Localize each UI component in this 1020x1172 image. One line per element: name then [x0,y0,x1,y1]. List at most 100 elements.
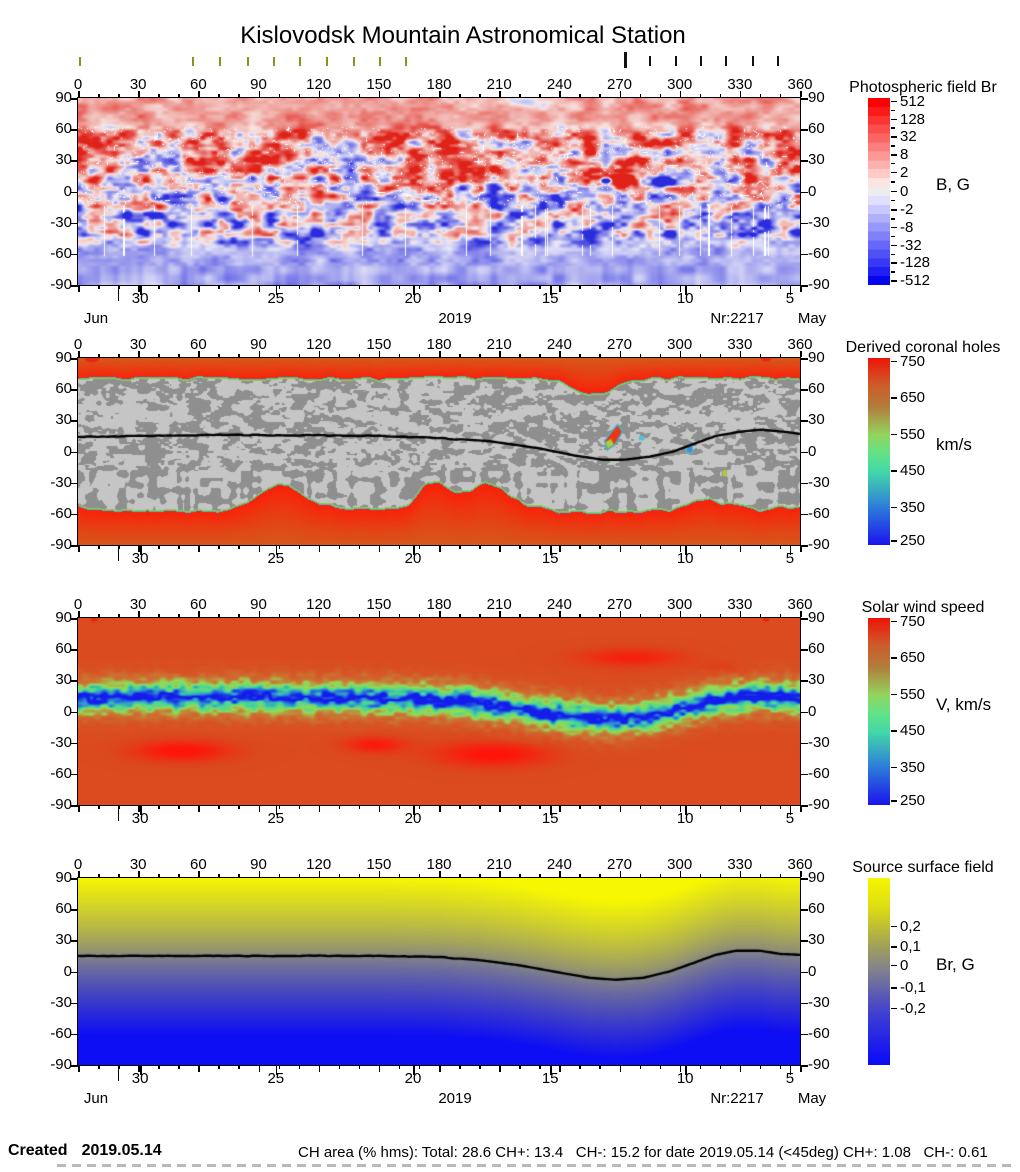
lon-tick [298,546,301,549]
lon-tick [238,874,240,877]
lon-tick [238,94,240,97]
lon-label: 180 [426,76,452,93]
day-label: 20 [404,810,422,827]
lon-tick [759,614,762,617]
observation-tick-black [777,56,779,66]
lat-tick [71,358,78,360]
lon-label: 60 [189,596,207,613]
month-label-left: Jun [83,1090,109,1107]
lon-tick [98,94,100,97]
lon-tick [679,806,682,812]
lon-tick [398,874,401,877]
colorbar-tick [891,209,897,211]
lat-label: 0 [808,182,817,200]
day-label: 15 [541,290,559,307]
lat-tick [71,545,78,547]
lon-tick [158,874,160,877]
lon-tick [98,354,100,357]
lon-tick [459,94,461,97]
lon-label: 30 [129,336,147,353]
day-tick [550,546,552,555]
colorbar-tick-label: 450 [900,722,926,740]
lon-tick [98,614,100,617]
lon-tick [338,614,341,617]
colorbar-tick [891,987,897,989]
day-label: 30 [131,810,149,827]
lon-tick [78,806,80,812]
lon-tick [418,94,421,97]
lon-tick [278,806,281,809]
lat-tick [71,285,78,287]
lon-tick [98,1066,100,1069]
lat-label: 0 [63,182,72,200]
day-tick [140,1066,142,1075]
lon-label: 330 [727,76,753,93]
lon-tick [739,611,742,617]
lon-tick [759,286,762,289]
lon-tick [539,874,541,877]
lat-label: -90 [50,536,72,553]
lon-tick [158,286,160,289]
lat-tick [801,711,808,713]
lat-tick [71,909,78,911]
lon-tick [759,94,762,97]
lon-tick [659,874,662,877]
lon-tick [258,286,260,292]
lon-tick [659,286,662,289]
lon-tick [418,806,421,809]
lat-label: -30 [808,473,830,491]
lat-tick [801,222,808,225]
lon-tick [78,871,80,877]
lon-tick [158,546,160,549]
lat-tick [71,878,78,880]
lon-tick [138,546,140,552]
lat-label: -60 [808,764,830,782]
lon-tick [479,286,481,289]
lat-tick [71,191,78,193]
lon-tick [779,94,782,97]
lon-tick [539,286,541,289]
lon-tick [398,806,401,809]
lon-tick [599,614,601,617]
lon-label: 330 [727,336,753,353]
colorbar-tick-label: 250 [900,532,926,550]
carrington-label: Nr:2217 [710,310,764,327]
day-tick [789,806,792,815]
lon-tick [178,806,180,809]
lon-label: 330 [727,856,753,873]
lon-tick [779,806,782,809]
lon-tick [278,286,281,289]
lon-tick [338,874,341,877]
day-label: 15 [541,1070,559,1087]
lat-tick [71,482,78,485]
colorbar-tick [891,171,897,174]
colorbar-tick [891,190,897,192]
colorbar-tick-label: 0,2 [900,917,921,935]
day-tick [275,806,278,815]
lon-tick [258,806,260,812]
lon-label: 180 [426,596,452,613]
lon-tick [418,354,421,357]
lon-tick [439,286,441,292]
lon-tick [218,806,220,809]
lon-tick [619,1066,621,1072]
coronal-holes-panel [77,357,801,546]
lon-tick [719,354,722,357]
lon-tick [659,94,662,97]
lat-tick [71,649,78,651]
day-tick [685,1066,687,1075]
lon-label: 210 [486,76,512,93]
lon-tick [378,351,381,357]
colorbar-minor-tick [891,181,895,183]
lon-tick [378,806,381,812]
lon-tick [479,874,481,877]
lon-tick [318,351,321,357]
lon-tick [198,351,200,357]
lat-label: -90 [808,1056,830,1073]
lon-label: 0 [73,336,83,353]
lon-tick [358,874,361,877]
lon-label: 300 [667,76,693,93]
day-label: 30 [131,1070,149,1087]
lat-tick [71,773,78,776]
lon-tick [298,806,301,809]
